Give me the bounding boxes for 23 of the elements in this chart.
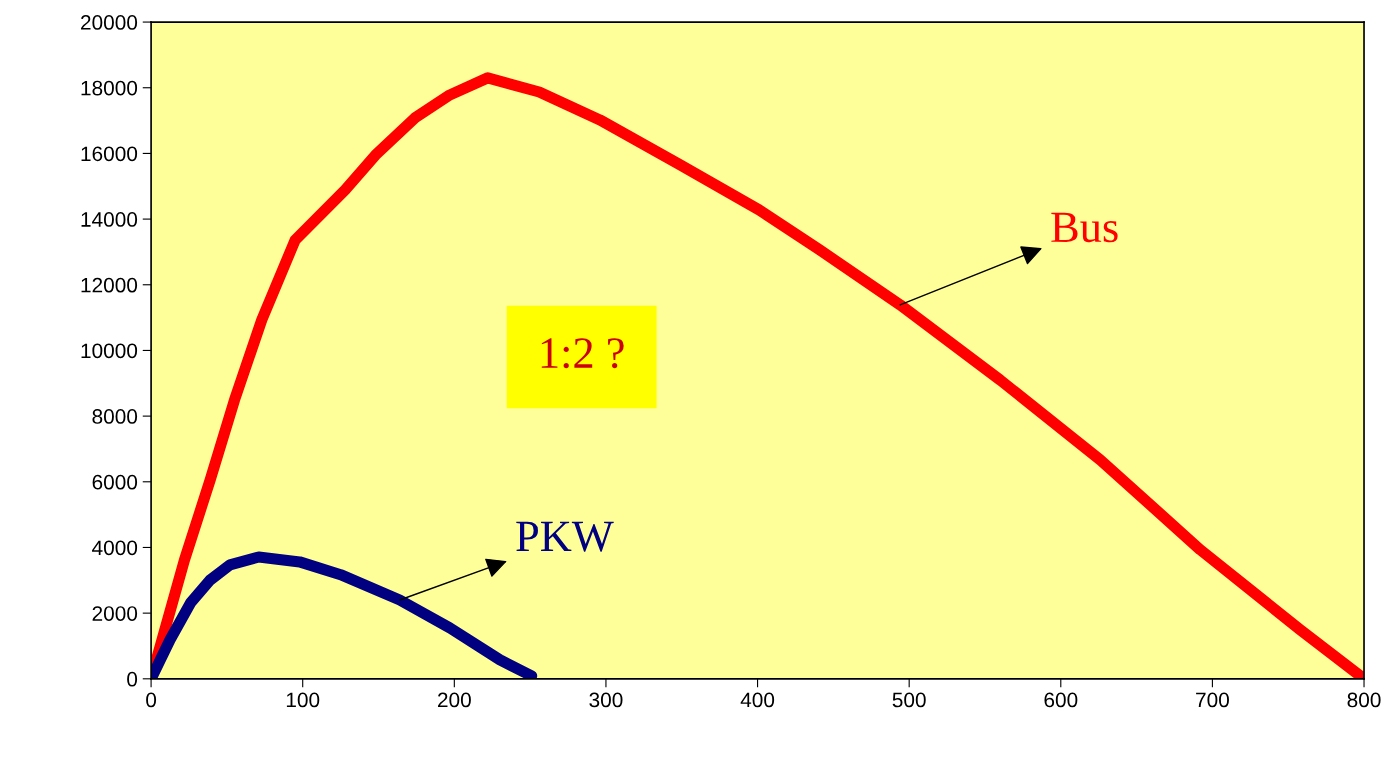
y-tick-label: 20000 [81,15,138,30]
x-tick-label: 500 [892,692,926,708]
x-tick-label: 700 [1196,692,1229,708]
x-tick-label: 800 [1347,692,1381,708]
text: PKW [516,521,614,552]
x-tick-label: 400 [740,692,775,708]
x-tick-label: 200 [438,692,471,708]
x-tick-label: 600 [1044,692,1078,708]
y-tick-label: 6000 [92,474,138,490]
x-tick-label: 0 [146,692,157,708]
y-tick-label: 0 [127,671,138,687]
y-tick-label: 18000 [81,80,138,96]
y-tick-label: 14000 [81,212,138,227]
y-tick-label: 8000 [92,409,138,424]
y-tick-label: 12000 [81,277,138,293]
x-tick-label: 300 [589,692,623,708]
x-tick-label: 100 [286,692,320,708]
y-tick-label: 2000 [92,606,138,621]
text: Bus [1051,212,1118,243]
y-tick-label: 16000 [81,146,138,162]
y-tick-label: 4000 [92,540,138,556]
y-tick-label: 10000 [81,343,138,359]
annotation: 1:2 ? [541,338,624,369]
